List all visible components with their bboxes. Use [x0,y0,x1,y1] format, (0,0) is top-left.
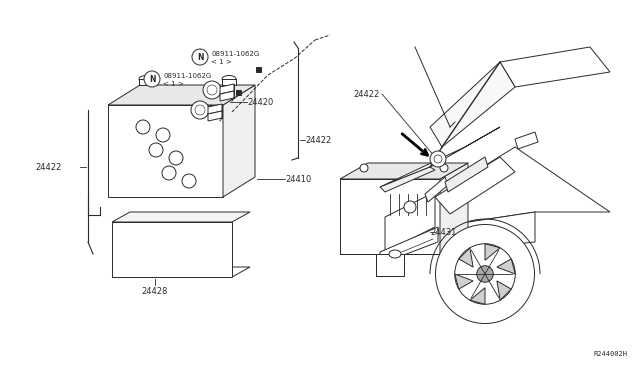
Polygon shape [497,281,511,300]
Polygon shape [220,84,234,94]
Circle shape [434,155,442,163]
Polygon shape [220,91,234,101]
Polygon shape [380,127,500,187]
Polygon shape [459,248,473,267]
Polygon shape [497,259,515,274]
Ellipse shape [389,250,401,258]
Circle shape [455,244,515,304]
Circle shape [162,166,176,180]
Text: 08911-1062G: 08911-1062G [163,73,211,79]
Polygon shape [112,267,250,277]
Text: 24410: 24410 [285,174,311,183]
Polygon shape [223,85,255,197]
Bar [255,67,260,71]
Polygon shape [440,163,468,254]
Polygon shape [425,177,448,202]
Text: 24431: 24431 [430,228,456,237]
Text: 24422: 24422 [305,135,332,144]
Circle shape [203,81,221,99]
Polygon shape [470,288,485,304]
Circle shape [207,85,217,95]
Polygon shape [108,85,255,105]
Text: R244002H: R244002H [594,351,628,357]
Text: 24420: 24420 [247,97,273,106]
Polygon shape [380,167,435,192]
Circle shape [191,101,209,119]
Polygon shape [500,47,610,87]
Text: 24428: 24428 [142,288,168,296]
Circle shape [360,164,368,172]
Polygon shape [139,79,153,85]
Circle shape [440,164,448,172]
Bar [236,90,241,94]
Circle shape [430,151,446,167]
Polygon shape [208,111,222,121]
Text: 08911-1062G: 08911-1062G [211,51,259,57]
Text: 24422: 24422 [35,163,61,171]
Polygon shape [112,222,232,277]
Polygon shape [380,227,438,264]
Polygon shape [455,274,473,289]
Polygon shape [208,104,222,114]
Polygon shape [430,62,515,147]
Circle shape [156,128,170,142]
Circle shape [136,120,150,134]
Circle shape [477,266,493,282]
Text: < 1 >: < 1 > [211,59,232,65]
Polygon shape [108,105,223,197]
Polygon shape [435,212,535,252]
Polygon shape [445,157,488,192]
Polygon shape [485,244,500,260]
Polygon shape [435,157,515,214]
Polygon shape [376,254,404,276]
Circle shape [169,151,183,165]
Polygon shape [515,132,538,149]
Polygon shape [385,192,435,252]
Text: < 1 >: < 1 > [163,81,184,87]
Circle shape [182,174,196,188]
Text: N: N [196,52,204,61]
Circle shape [192,49,208,65]
Circle shape [404,201,416,213]
Ellipse shape [139,76,153,83]
Text: N: N [148,74,156,83]
Circle shape [149,143,163,157]
Polygon shape [222,79,236,85]
Circle shape [435,224,534,324]
Text: 24422: 24422 [354,90,380,99]
Polygon shape [340,179,440,254]
Circle shape [144,71,160,87]
Polygon shape [435,147,610,227]
Polygon shape [340,163,468,179]
Circle shape [195,105,205,115]
Ellipse shape [222,76,236,83]
Polygon shape [112,212,250,222]
